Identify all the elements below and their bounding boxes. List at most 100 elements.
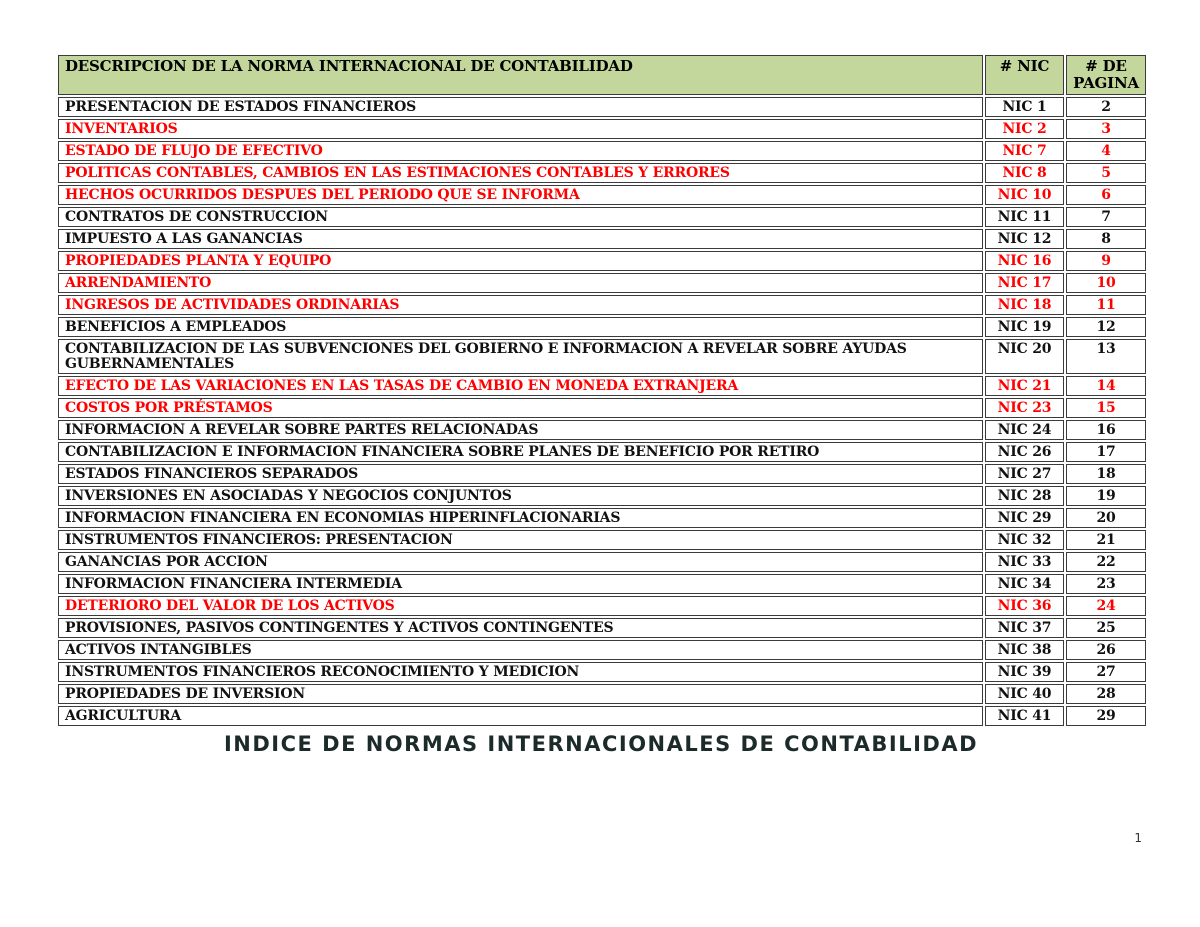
cell-nic: NIC 29: [985, 508, 1064, 528]
table-row: INFORMACION A REVELAR SOBRE PARTES RELAC…: [58, 420, 1146, 440]
cell-description: HECHOS OCURRIDOS DESPUES DEL PERIODO QUE…: [58, 185, 983, 205]
table-row: ESTADOS FINANCIEROS SEPARADOS NIC 27 18: [58, 464, 1146, 484]
cell-description: GANANCIAS POR ACCION: [58, 552, 983, 572]
table-row: ARRENDAMIENTO NIC 17 10: [58, 273, 1146, 293]
cell-nic: NIC 41: [985, 706, 1064, 726]
cell-description: CONTRATOS DE CONSTRUCCION: [58, 207, 983, 227]
cell-page: 27: [1066, 662, 1146, 682]
cell-nic: NIC 32: [985, 530, 1064, 550]
table-row: CONTABILIZACION DE LAS SUBVENCIONES DEL …: [58, 339, 1146, 374]
cell-page: 12: [1066, 317, 1146, 337]
cell-description: INSTRUMENTOS FINANCIEROS RECONOCIMIENTO …: [58, 662, 983, 682]
cell-description: IMPUESTO A LAS GANANCIAS: [58, 229, 983, 249]
cell-description: ESTADOS FINANCIEROS SEPARADOS: [58, 464, 983, 484]
cell-nic: NIC 23: [985, 398, 1064, 418]
cell-description: POLITICAS CONTABLES, CAMBIOS EN LAS ESTI…: [58, 163, 983, 183]
table-row: PROPIEDADES DE INVERSION NIC 40 28: [58, 684, 1146, 704]
cell-nic: NIC 17: [985, 273, 1064, 293]
cell-description: AGRICULTURA: [58, 706, 983, 726]
table-row: GANANCIAS POR ACCION NIC 33 22: [58, 552, 1146, 572]
cell-nic: NIC 8: [985, 163, 1064, 183]
cell-description: INGRESOS DE ACTIVIDADES ORDINARIAS: [58, 295, 983, 315]
cell-page: 14: [1066, 376, 1146, 396]
cell-description: INVERSIONES EN ASOCIADAS Y NEGOCIOS CONJ…: [58, 486, 983, 506]
table-row: CONTRATOS DE CONSTRUCCION NIC 11 7: [58, 207, 1146, 227]
cell-page: 23: [1066, 574, 1146, 594]
table-row: PROPIEDADES PLANTA Y EQUIPO NIC 16 9: [58, 251, 1146, 271]
table-row: BENEFICIOS A EMPLEADOS NIC 19 12: [58, 317, 1146, 337]
header-page: # DE PAGINA: [1066, 55, 1146, 95]
cell-page: 10: [1066, 273, 1146, 293]
cell-nic: NIC 20: [985, 339, 1064, 374]
cell-description: INFORMACION A REVELAR SOBRE PARTES RELAC…: [58, 420, 983, 440]
table-row: INFORMACION FINANCIERA EN ECONOMIAS HIPE…: [58, 508, 1146, 528]
cell-description: CONTABILIZACION E INFORMACION FINANCIERA…: [58, 442, 983, 462]
cell-page: 9: [1066, 251, 1146, 271]
cell-description: BENEFICIOS A EMPLEADOS: [58, 317, 983, 337]
cell-description: ACTIVOS INTANGIBLES: [58, 640, 983, 660]
cell-description: CONTABILIZACION DE LAS SUBVENCIONES DEL …: [58, 339, 983, 374]
table-row: COSTOS POR PRÉSTAMOS NIC 23 15: [58, 398, 1146, 418]
cell-page: 8: [1066, 229, 1146, 249]
cell-description: INSTRUMENTOS FINANCIEROS: PRESENTACION: [58, 530, 983, 550]
table-row: ESTADO DE FLUJO DE EFECTIVO NIC 7 4: [58, 141, 1146, 161]
cell-description: INFORMACION FINANCIERA EN ECONOMIAS HIPE…: [58, 508, 983, 528]
cell-page: 5: [1066, 163, 1146, 183]
nic-index-table: DESCRIPCION DE LA NORMA INTERNACIONAL DE…: [56, 53, 1148, 728]
cell-nic: NIC 36: [985, 596, 1064, 616]
table-body: PRESENTACION DE ESTADOS FINANCIEROS NIC …: [58, 97, 1146, 726]
table-header-row: DESCRIPCION DE LA NORMA INTERNACIONAL DE…: [58, 55, 1146, 95]
cell-description: PROPIEDADES DE INVERSION: [58, 684, 983, 704]
table-row: INFORMACION FINANCIERA INTERMEDIA NIC 34…: [58, 574, 1146, 594]
cell-nic: NIC 19: [985, 317, 1064, 337]
table-row: EFECTO DE LAS VARIACIONES EN LAS TASAS D…: [58, 376, 1146, 396]
table-row: AGRICULTURA NIC 41 29: [58, 706, 1146, 726]
cell-page: 20: [1066, 508, 1146, 528]
cell-description: INVENTARIOS: [58, 119, 983, 139]
cell-page: 29: [1066, 706, 1146, 726]
header-description: DESCRIPCION DE LA NORMA INTERNACIONAL DE…: [58, 55, 983, 95]
cell-page: 18: [1066, 464, 1146, 484]
cell-nic: NIC 12: [985, 229, 1064, 249]
cell-description: PROPIEDADES PLANTA Y EQUIPO: [58, 251, 983, 271]
cell-description: PRESENTACION DE ESTADOS FINANCIEROS: [58, 97, 983, 117]
cell-page: 28: [1066, 684, 1146, 704]
cell-page: 22: [1066, 552, 1146, 572]
cell-nic: NIC 40: [985, 684, 1064, 704]
table-row: CONTABILIZACION E INFORMACION FINANCIERA…: [58, 442, 1146, 462]
cell-nic: NIC 34: [985, 574, 1064, 594]
cell-page: 26: [1066, 640, 1146, 660]
cell-page: 21: [1066, 530, 1146, 550]
table-row: INGRESOS DE ACTIVIDADES ORDINARIAS NIC 1…: [58, 295, 1146, 315]
cell-description: ARRENDAMIENTO: [58, 273, 983, 293]
cell-nic: NIC 1: [985, 97, 1064, 117]
table-row: ACTIVOS INTANGIBLES NIC 38 26: [58, 640, 1146, 660]
table-row: PRESENTACION DE ESTADOS FINANCIEROS NIC …: [58, 97, 1146, 117]
cell-page: 25: [1066, 618, 1146, 638]
cell-page: 17: [1066, 442, 1146, 462]
table-row: PROVISIONES, PASIVOS CONTINGENTES Y ACTI…: [58, 618, 1146, 638]
table-row: INSTRUMENTOS FINANCIEROS RECONOCIMIENTO …: [58, 662, 1146, 682]
cell-page: 16: [1066, 420, 1146, 440]
cell-nic: NIC 38: [985, 640, 1064, 660]
cell-description: EFECTO DE LAS VARIACIONES EN LAS TASAS D…: [58, 376, 983, 396]
cell-description: DETERIORO DEL VALOR DE LOS ACTIVOS: [58, 596, 983, 616]
cell-nic: NIC 37: [985, 618, 1064, 638]
cell-nic: NIC 16: [985, 251, 1064, 271]
cell-nic: NIC 11: [985, 207, 1064, 227]
cell-nic: NIC 39: [985, 662, 1064, 682]
cell-nic: NIC 21: [985, 376, 1064, 396]
cell-page: 13: [1066, 339, 1146, 374]
table-row: INVERSIONES EN ASOCIADAS Y NEGOCIOS CONJ…: [58, 486, 1146, 506]
table-row: IMPUESTO A LAS GANANCIAS NIC 12 8: [58, 229, 1146, 249]
cell-nic: NIC 26: [985, 442, 1064, 462]
cell-nic: NIC 10: [985, 185, 1064, 205]
page-number: 1: [1134, 831, 1142, 845]
document-caption: INDICE DE NORMAS INTERNACIONALES DE CONT…: [223, 732, 979, 756]
table-row: POLITICAS CONTABLES, CAMBIOS EN LAS ESTI…: [58, 163, 1146, 183]
cell-nic: NIC 24: [985, 420, 1064, 440]
cell-page: 2: [1066, 97, 1146, 117]
cell-nic: NIC 18: [985, 295, 1064, 315]
cell-nic: NIC 28: [985, 486, 1064, 506]
